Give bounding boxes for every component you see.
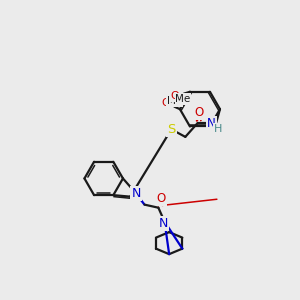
Text: H: H xyxy=(214,124,222,134)
Text: N: N xyxy=(131,187,141,200)
Text: O: O xyxy=(157,192,166,205)
Text: Me: Me xyxy=(167,96,182,106)
Text: O: O xyxy=(170,92,179,101)
Text: O: O xyxy=(162,98,170,108)
Text: N: N xyxy=(158,217,168,230)
Text: Me: Me xyxy=(176,94,190,104)
Text: S: S xyxy=(167,123,175,136)
Text: N: N xyxy=(207,116,216,130)
Text: O: O xyxy=(195,106,204,119)
